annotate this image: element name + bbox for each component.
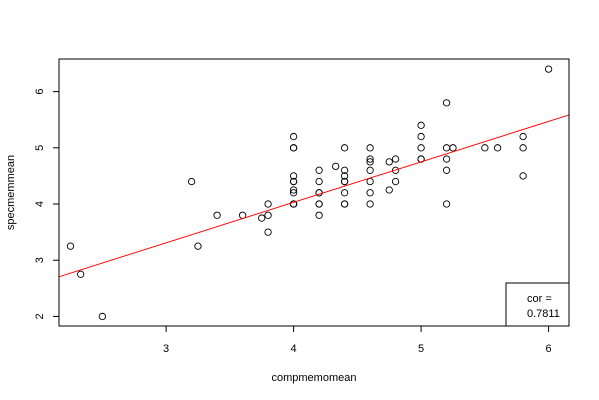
data-point bbox=[258, 214, 266, 222]
fit-layer bbox=[58, 114, 570, 278]
data-point bbox=[519, 132, 527, 141]
data-point bbox=[391, 177, 400, 186]
data-point bbox=[449, 144, 457, 152]
data-point bbox=[340, 144, 349, 152]
data-point bbox=[519, 144, 527, 152]
data-point bbox=[417, 121, 425, 129]
data-point bbox=[289, 177, 298, 186]
data-point bbox=[417, 144, 425, 152]
data-point bbox=[519, 172, 527, 180]
x-axis: 3 4 5 6 bbox=[163, 326, 552, 355]
data-point bbox=[544, 65, 553, 73]
data-point bbox=[289, 200, 298, 208]
data-point bbox=[213, 211, 221, 219]
data-point bbox=[187, 177, 196, 186]
data-point bbox=[264, 211, 272, 219]
data-point bbox=[315, 211, 323, 219]
data-point bbox=[366, 144, 374, 152]
data-point bbox=[315, 200, 323, 208]
data-point bbox=[315, 177, 323, 186]
data-point bbox=[442, 155, 451, 163]
data-point bbox=[194, 242, 202, 250]
y-tick-label: 3 bbox=[34, 257, 46, 263]
y-axis: 2 3 4 5 6 bbox=[34, 89, 59, 320]
data-point bbox=[264, 200, 272, 208]
data-point bbox=[289, 144, 298, 152]
y-tick-label: 2 bbox=[34, 313, 46, 319]
data-point bbox=[442, 99, 451, 107]
data-point bbox=[264, 228, 272, 236]
data-point bbox=[98, 312, 107, 321]
data-point bbox=[366, 158, 374, 166]
y-tick-label: 5 bbox=[34, 145, 46, 151]
data-point bbox=[442, 200, 451, 208]
data-point bbox=[332, 162, 340, 171]
data-point bbox=[493, 144, 502, 152]
y-tick-label: 4 bbox=[34, 201, 46, 207]
y-tick-label: 6 bbox=[34, 89, 46, 95]
x-axis-title: compmemomean bbox=[272, 372, 357, 384]
data-point bbox=[442, 166, 451, 174]
data-point bbox=[77, 270, 85, 278]
legend-label: cor = bbox=[527, 293, 552, 305]
data-point bbox=[315, 166, 323, 174]
x-tick-label: 5 bbox=[418, 343, 424, 355]
x-tick-label: 6 bbox=[546, 343, 552, 355]
y-axis-title: specmemmean bbox=[5, 155, 17, 230]
data-point bbox=[391, 155, 400, 163]
data-point bbox=[289, 132, 298, 141]
data-point bbox=[289, 172, 298, 180]
data-point bbox=[481, 144, 489, 152]
data-point bbox=[385, 186, 393, 194]
data-point bbox=[366, 166, 374, 174]
plot-frame bbox=[58, 58, 570, 327]
data-point bbox=[340, 166, 349, 174]
data-point bbox=[391, 166, 400, 174]
regression-line bbox=[58, 114, 570, 278]
legend-box bbox=[505, 282, 570, 327]
legend-value: 0.7811 bbox=[527, 308, 560, 320]
data-point bbox=[66, 242, 75, 250]
x-tick-label: 4 bbox=[291, 343, 297, 355]
data-point bbox=[417, 132, 425, 141]
data-point bbox=[366, 200, 374, 208]
data-point bbox=[385, 158, 393, 166]
x-tick-label: 3 bbox=[163, 343, 169, 355]
data-point bbox=[340, 172, 349, 180]
data-point bbox=[340, 189, 349, 197]
data-point bbox=[366, 155, 374, 163]
data-point bbox=[289, 189, 298, 197]
points-layer bbox=[66, 65, 553, 321]
correlation-legend: cor = 0.7811 bbox=[505, 282, 570, 327]
data-point bbox=[340, 177, 349, 186]
data-point bbox=[289, 186, 298, 194]
data-point bbox=[366, 189, 374, 197]
data-point bbox=[340, 200, 349, 208]
